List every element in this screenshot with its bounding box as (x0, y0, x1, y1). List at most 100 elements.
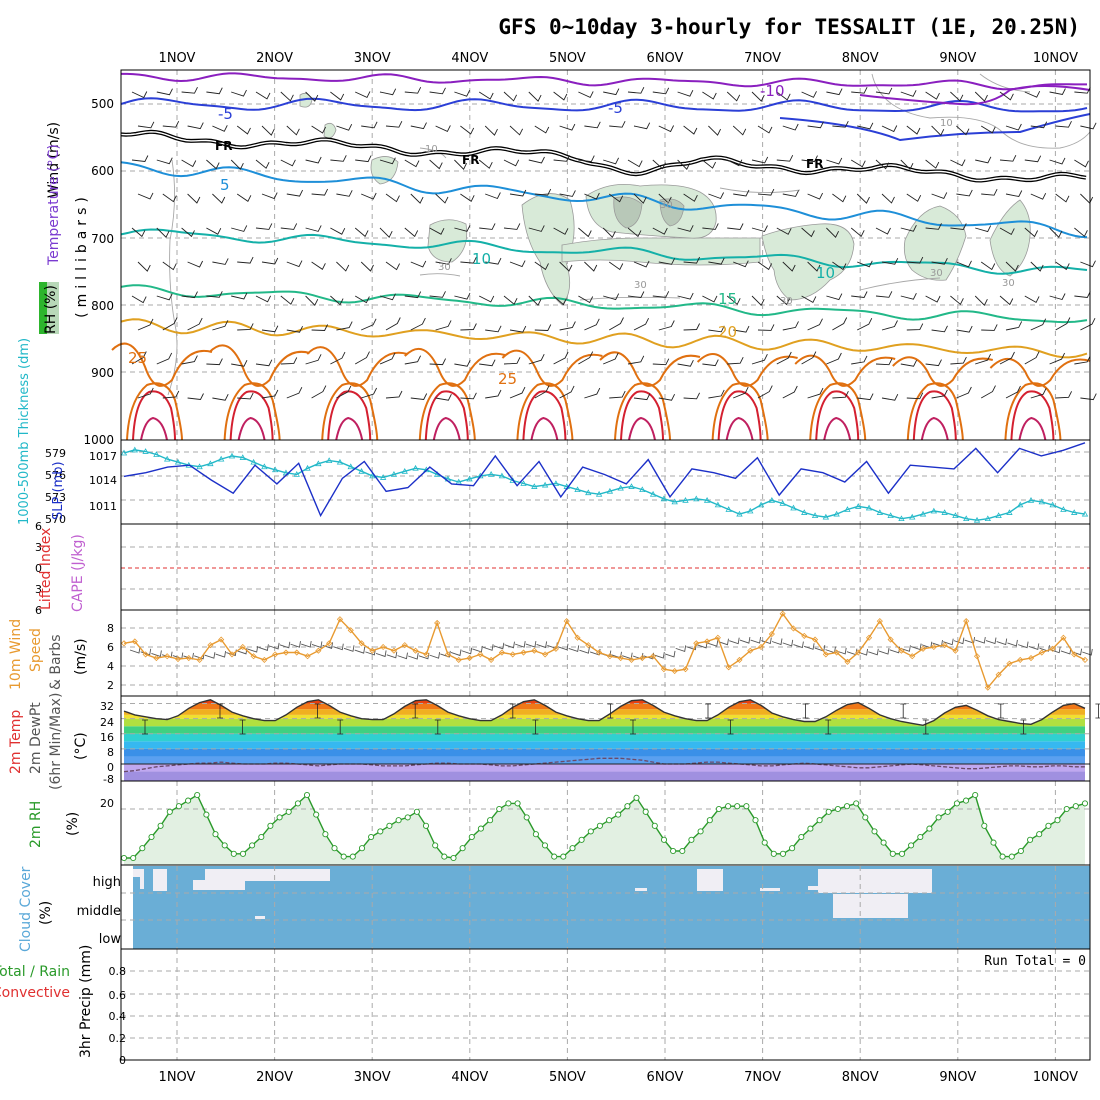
data-point (1009, 854, 1014, 859)
wind-barb (280, 642, 290, 648)
wind-ylabel-2: Speed (28, 628, 44, 672)
date-label: 2NOV (256, 1070, 293, 1085)
wind-barb (676, 645, 686, 651)
data-point (497, 806, 502, 811)
data-point (872, 829, 877, 834)
temp-ylabel-1: 2m Temp (8, 710, 24, 774)
wind-barb (751, 637, 761, 643)
data-point (341, 854, 346, 859)
data-point (259, 834, 264, 839)
cloud-clear-area (193, 880, 205, 890)
cloud-level-high: high (93, 875, 121, 890)
data-point (460, 846, 465, 851)
temperature-band (124, 734, 1085, 742)
contour-label: 30 (634, 280, 647, 291)
data-point (652, 823, 657, 828)
wind-barb (986, 638, 996, 644)
data-point (533, 832, 538, 837)
data-point (762, 840, 767, 845)
data-point (204, 812, 209, 817)
data-point (378, 829, 383, 834)
contour-label: 10 (816, 264, 835, 282)
data-point (149, 834, 154, 839)
data-point (240, 851, 245, 856)
wind-barb (216, 651, 226, 657)
data-point (515, 801, 520, 806)
data-point (918, 834, 923, 839)
y-tick-label: 0.2 (109, 1032, 127, 1045)
cape-grid (121, 524, 1090, 610)
y-tick-label: 8 (107, 746, 114, 759)
wind-barb (665, 651, 675, 657)
data-point (195, 792, 200, 797)
wind-barb (408, 653, 418, 659)
thickness-ylabel: 1000-500mb Thickness (dm) (17, 338, 32, 525)
data-point (451, 855, 456, 860)
date-label: 5NOV (549, 51, 586, 66)
contour-label: 30 (1002, 278, 1015, 289)
y-tick-label: 0.8 (109, 965, 127, 978)
date-label: 10NOV (1033, 51, 1078, 66)
data-point (387, 823, 392, 828)
data-point (1064, 806, 1069, 811)
data-point (863, 815, 868, 820)
contour-label: FR (462, 153, 479, 167)
wind-barb (783, 640, 793, 646)
data-point (1037, 832, 1042, 837)
data-point (899, 851, 904, 856)
data-point (1073, 804, 1078, 809)
cloud-clear-area (255, 916, 265, 919)
data-point (680, 848, 685, 853)
wind-barb (804, 643, 814, 649)
data-point (744, 804, 749, 809)
data-point (1083, 657, 1088, 662)
data-point (945, 809, 950, 814)
data-point (597, 823, 602, 828)
data-point (570, 846, 575, 851)
temperature-band (124, 719, 1085, 727)
y-tick-label: 6 (107, 641, 114, 654)
wind-barb (826, 647, 836, 653)
temperature-band (124, 741, 1085, 749)
data-point (1028, 837, 1033, 842)
data-point (643, 809, 648, 814)
wind-barb (847, 649, 857, 655)
data-point (671, 848, 676, 853)
contour-label: FR (806, 157, 823, 171)
contour-label: 10 (425, 144, 438, 155)
wind-barb (729, 638, 739, 644)
precip-grid (121, 949, 1090, 1060)
data-point (790, 846, 795, 851)
contour-label: 10 (940, 118, 953, 129)
temp-units: (°C) (73, 732, 89, 760)
data-point (231, 851, 236, 856)
data-point (982, 823, 987, 828)
data-point (716, 806, 721, 811)
rh-ylabel: 2m RH (28, 801, 44, 848)
data-point (927, 826, 932, 831)
data-point (332, 846, 337, 851)
precip-ylabel-2: Convective (0, 985, 70, 1001)
date-label: 9NOV (939, 1070, 976, 1085)
rh2m-panel: 20 2m RH (%) (28, 781, 1090, 865)
data-point (817, 818, 822, 823)
wind-barb (793, 642, 803, 648)
data-point (881, 840, 886, 845)
data-point (121, 855, 126, 860)
wind-barb (291, 641, 301, 647)
temperature-band (124, 772, 1085, 781)
data-point (423, 823, 428, 828)
data-point (478, 826, 483, 831)
temperature-band (124, 704, 1085, 710)
minmax-marker (803, 704, 809, 718)
date-label: 8NOV (842, 51, 879, 66)
series-line-slp (124, 443, 1085, 516)
y-tick-label: 579 (45, 447, 66, 460)
cloud-clear-area (205, 869, 245, 890)
wind-barb (1061, 648, 1071, 654)
temp2m-panel: 32 24 16 8 0 -8 2m Temp 2m DewPt (6hr Mi… (8, 693, 1100, 790)
temperature-bands (124, 696, 1085, 781)
data-point (1000, 854, 1005, 859)
wind-barb (740, 637, 750, 643)
data-point (359, 846, 364, 851)
